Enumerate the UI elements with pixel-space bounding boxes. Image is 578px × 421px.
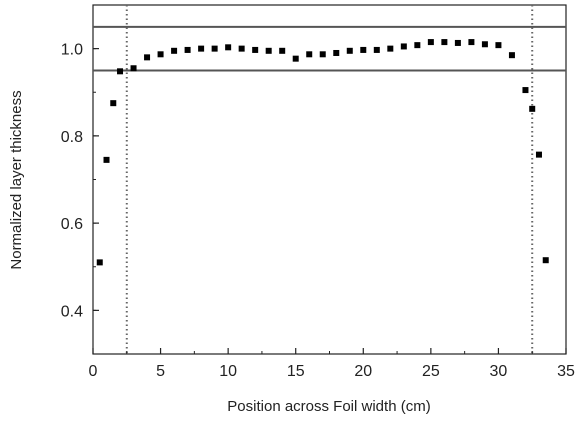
data-point [96, 259, 103, 266]
data-point [481, 41, 488, 48]
data-point [529, 105, 536, 112]
data-point [184, 46, 191, 53]
data-point [252, 46, 259, 53]
data-point [400, 43, 407, 50]
data-point [508, 52, 515, 59]
data-point [387, 45, 394, 52]
axis-ticks: 0 5 10 15 20 25 30 35 0.4 0.6 0.8 1.0 [61, 4, 575, 380]
data-point [110, 100, 117, 107]
data-point [144, 54, 151, 61]
data-point [427, 39, 434, 46]
reference-lines [93, 5, 566, 354]
data-point [225, 44, 232, 51]
y-axis-label: Normalized layer thickness [8, 90, 25, 269]
data-point [346, 47, 353, 54]
x-tick-label: 25 [422, 363, 440, 380]
data-point [373, 46, 380, 53]
y-tick-label: 1.0 [61, 42, 83, 59]
y-tick-label: 0.6 [61, 216, 83, 233]
data-point [103, 156, 110, 163]
data-point [360, 46, 367, 53]
data-point [292, 55, 299, 62]
data-point [542, 257, 549, 264]
data-point [211, 45, 218, 52]
data-point [319, 51, 326, 58]
x-axis-label: Position across Foil width (cm) [227, 398, 430, 415]
data-point [535, 151, 542, 158]
data-point [130, 65, 137, 72]
data-point [414, 42, 421, 49]
data-point [522, 87, 529, 94]
data-point [468, 39, 475, 46]
data-point [333, 49, 340, 56]
data-points [96, 39, 549, 266]
x-tick-label: 10 [219, 363, 237, 380]
x-tick-label: 35 [557, 363, 575, 380]
plot-frame [92, 4, 567, 355]
data-point [198, 45, 205, 52]
y-tick-label: 0.8 [61, 129, 83, 146]
data-point [171, 47, 178, 54]
data-point [454, 39, 461, 46]
data-point [441, 39, 448, 46]
y-tick-label: 0.4 [61, 303, 83, 320]
x-tick-label: 20 [354, 363, 372, 380]
data-point [238, 45, 245, 52]
data-point [495, 42, 502, 49]
data-point [306, 51, 313, 58]
x-tick-label: 0 [89, 363, 98, 380]
data-point [157, 51, 164, 58]
data-point [265, 47, 272, 54]
data-point [117, 68, 124, 75]
data-point [279, 47, 286, 54]
x-tick-label: 15 [287, 363, 305, 380]
x-tick-label: 30 [490, 363, 508, 380]
x-tick-label: 5 [156, 363, 165, 380]
